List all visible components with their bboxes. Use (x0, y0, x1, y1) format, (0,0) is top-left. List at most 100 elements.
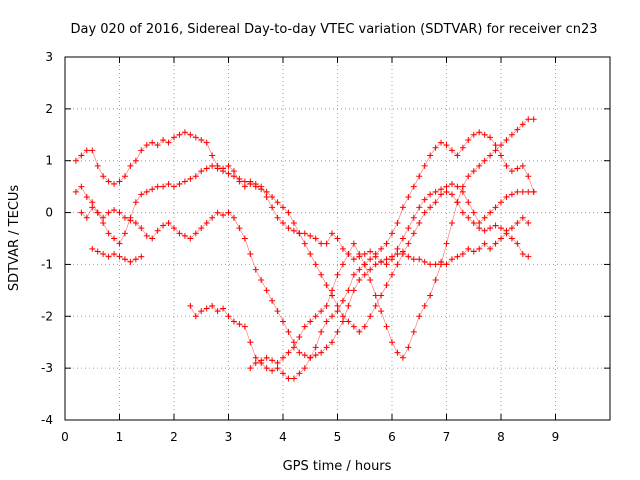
data-point (143, 142, 150, 149)
data-point (334, 302, 341, 309)
data-point (427, 152, 434, 159)
data-point (307, 251, 314, 258)
data-point (465, 136, 472, 143)
data-point (263, 365, 270, 372)
data-point (225, 313, 232, 320)
data-point (192, 313, 199, 320)
data-point (519, 214, 526, 221)
data-point (318, 308, 325, 315)
data-point (519, 121, 526, 128)
data-point (410, 328, 417, 335)
data-point (448, 256, 455, 263)
data-point (389, 256, 395, 263)
data-point (323, 282, 330, 289)
data-point (241, 178, 248, 185)
data-point (132, 157, 139, 164)
data-point (334, 328, 341, 335)
data-point (329, 287, 336, 294)
data-point (503, 194, 510, 201)
data-point (427, 204, 434, 211)
data-point (361, 261, 368, 268)
data-point (285, 349, 292, 356)
data-point (225, 162, 232, 169)
data-point (132, 199, 139, 206)
data-point (100, 251, 107, 258)
data-point (94, 209, 101, 216)
data-point (421, 302, 428, 309)
data-point (410, 256, 417, 263)
y-tick-label: -2 (41, 309, 53, 323)
data-point (198, 136, 205, 143)
data-point (318, 328, 325, 335)
data-point (508, 168, 515, 175)
data-point (312, 235, 319, 242)
data-point (187, 235, 194, 242)
data-point (301, 323, 308, 330)
data-point (361, 323, 368, 330)
data-point (220, 305, 227, 312)
data-point (72, 157, 79, 164)
data-point (296, 370, 303, 377)
data-point (116, 178, 123, 185)
data-point (280, 204, 286, 211)
data-point (432, 144, 439, 151)
data-point (356, 251, 363, 258)
x-tick-label: 1 (116, 430, 124, 444)
data-point (236, 175, 243, 182)
data-point (263, 354, 270, 361)
data-point (280, 370, 286, 377)
data-point (100, 219, 107, 226)
data-point (111, 251, 118, 258)
data-point (470, 209, 477, 216)
data-point (492, 142, 499, 149)
data-point (421, 162, 428, 169)
data-point (519, 162, 526, 169)
data-point (389, 230, 395, 237)
data-point (438, 191, 445, 198)
data-point (285, 328, 292, 335)
data-point (476, 225, 483, 232)
data-point (508, 225, 515, 232)
data-point (149, 186, 156, 193)
data-point (198, 168, 205, 175)
data-point (263, 188, 270, 195)
data-point (356, 276, 363, 283)
data-point (143, 188, 150, 195)
data-point (399, 354, 406, 361)
data-point (378, 245, 385, 252)
data-point (247, 181, 254, 188)
data-point (280, 318, 286, 325)
y-tick-label: 2 (45, 102, 53, 116)
data-point (105, 230, 112, 237)
data-point (448, 191, 455, 198)
data-point (514, 219, 521, 226)
data-point (405, 194, 412, 201)
data-point (203, 219, 210, 226)
data-point (367, 313, 374, 320)
data-point (334, 271, 341, 278)
data-point (525, 219, 532, 226)
data-point (503, 136, 510, 143)
data-point (187, 175, 194, 182)
data-point (301, 352, 308, 359)
data-point (121, 230, 128, 237)
series-trace (81, 206, 529, 359)
data-point (339, 261, 346, 268)
data-point (432, 199, 439, 206)
data-point (154, 227, 161, 234)
data-point (465, 245, 472, 252)
data-point (132, 219, 139, 226)
data-point (307, 318, 314, 325)
data-point (203, 165, 210, 172)
data-point (94, 248, 101, 255)
data-point (508, 191, 515, 198)
data-point (525, 253, 532, 260)
data-point (203, 139, 210, 146)
x-tick-label: 2 (170, 430, 178, 444)
data-point (367, 276, 374, 283)
data-point (290, 339, 297, 346)
data-point (132, 256, 139, 263)
data-point (301, 230, 308, 237)
data-point (525, 173, 532, 180)
